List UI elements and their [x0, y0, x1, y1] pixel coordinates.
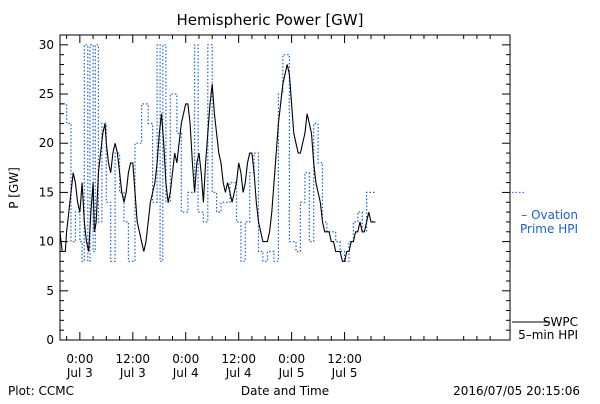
y-tick-label: 20	[39, 136, 54, 150]
x-tick-label-time: 12:00	[221, 352, 256, 366]
chart-title: Hemispheric Power [GW]	[177, 11, 364, 29]
x-tick-label-date: Jul 4	[225, 366, 252, 380]
x-tick-label-date: Jul 5	[278, 366, 305, 380]
series-layer	[59, 44, 376, 262]
footer-credit: Plot: CCMC	[8, 384, 74, 398]
series-line-ovation-prime	[60, 44, 376, 262]
x-tick-label-time: 12:00	[115, 352, 150, 366]
y-tick-label: 15	[39, 185, 54, 199]
x-tick-label-time: 0:00	[66, 352, 93, 366]
y-tick-label: 0	[46, 333, 54, 347]
x-tick-label-time: 0:00	[278, 352, 305, 366]
series-line-swpc-hpi	[59, 64, 376, 262]
x-tick-label-date: Jul 3	[119, 366, 146, 380]
x-tick-label-date: Jul 5	[331, 366, 358, 380]
x-tick-label-date: Jul 3	[66, 366, 93, 380]
y-tick-label: 10	[39, 235, 54, 249]
legend-ovation-line1: – Ovation	[521, 208, 578, 222]
y-tick-label: 30	[39, 38, 54, 52]
y-axis-label: P [GW]	[7, 167, 21, 209]
y-ticks: 0 5 10 15 20 25 30	[39, 38, 510, 347]
x-axis-label: Date and Time	[241, 384, 329, 398]
x-tick-label-time: 0:00	[172, 352, 199, 366]
legend-swpc-line1: SWPC	[543, 315, 578, 329]
x-tick-label-time: 12:00	[327, 352, 362, 366]
footer-timestamp: 2016/07/05 20:15:06	[453, 384, 580, 398]
legend-swpc: SWPC 5–min HPI	[518, 315, 578, 342]
y-tick-label: 5	[46, 284, 54, 298]
legend-swpc-line2: 5–min HPI	[518, 328, 578, 342]
legend-ovation: – Ovation Prime HPI	[520, 208, 578, 236]
plot-frame	[59, 34, 511, 341]
legend-ovation-line2: Prime HPI	[520, 222, 578, 236]
x-tick-label-date: Jul 4	[172, 366, 199, 380]
y-tick-label: 25	[39, 87, 54, 101]
